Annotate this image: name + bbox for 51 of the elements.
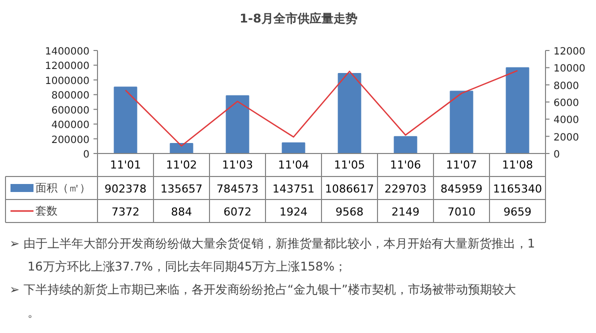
y-tick-label: 0 — [83, 150, 90, 160]
y-tick-label: 1000000 — [44, 76, 90, 87]
x-tick-label: 11'04 — [278, 158, 310, 172]
x-tick-label: 11'07 — [446, 158, 478, 172]
data-label: 9659 — [504, 206, 532, 218]
legend-label: 面积（㎡） — [36, 182, 90, 194]
data-label: 1086617 — [325, 182, 374, 196]
y2-tick-label: 4000 — [554, 115, 579, 126]
y-tick-label: 400000 — [51, 120, 90, 132]
text: ➢ 下半持续的新货上市期已来临，各开发商纷纷抢占“金九银十”楼市契机，市场被带动预期较大。 — [10, 282, 516, 320]
y2-tick-label: 6000 — [554, 98, 579, 109]
data-label: 229703 — [384, 182, 427, 196]
text: ➢ 由于上半年大部分开发商纷纷做大量余货促销，新推货量都比较小，本月开始有大量新货推出，116万方环比上涨37.7%，同比去年同期45万方上涨158%； — [10, 236, 536, 274]
bar — [338, 73, 362, 154]
data-label: 7010 — [448, 206, 476, 218]
bar — [226, 95, 250, 154]
x-tick-label: 11'05 — [334, 158, 366, 172]
data-label: 2149 — [392, 206, 420, 218]
data-label: 135657 — [160, 182, 203, 196]
x-tick-label: 11'02 — [166, 158, 198, 172]
data-label: 845959 — [440, 182, 483, 196]
legend-label: 套数 — [36, 204, 58, 218]
y-tick-label: 800000 — [51, 90, 90, 102]
data-label: 784573 — [216, 182, 259, 196]
y-tick-label: 1200000 — [44, 61, 90, 72]
bar — [394, 136, 418, 154]
data-label: 884 — [171, 206, 192, 218]
data-label: 1165340 — [493, 182, 542, 196]
y2-tick-label: 2000 — [554, 132, 579, 144]
x-tick-label: 11'01 — [110, 158, 142, 172]
data-label: 1924 — [280, 206, 308, 218]
y-tick-label: 200000 — [51, 134, 90, 146]
y-tick-label: 1400000 — [44, 46, 90, 58]
bar — [450, 90, 474, 154]
y2-tick-label: 8000 — [554, 80, 579, 92]
x-tick-label: 11'08 — [502, 158, 534, 172]
y2-tick-label: 12000 — [554, 46, 586, 58]
x-tick-label: 11'06 — [390, 158, 422, 172]
x-tick-label: 11'03 — [222, 158, 254, 172]
y2-tick-label: 10000 — [554, 64, 586, 75]
y2-tick-label: 0 — [554, 150, 560, 160]
bar — [506, 67, 530, 154]
data-label: 902378 — [104, 182, 147, 196]
data-label: 9568 — [336, 206, 364, 218]
y-tick-label: 600000 — [51, 105, 90, 116]
data-label: 7372 — [112, 206, 140, 218]
line-series — [124, 70, 518, 147]
data-label: 6072 — [224, 206, 252, 218]
chart-title: 1-8月全市供应量走势 — [240, 12, 358, 26]
data-label: 143751 — [272, 182, 315, 196]
bar — [114, 86, 138, 154]
